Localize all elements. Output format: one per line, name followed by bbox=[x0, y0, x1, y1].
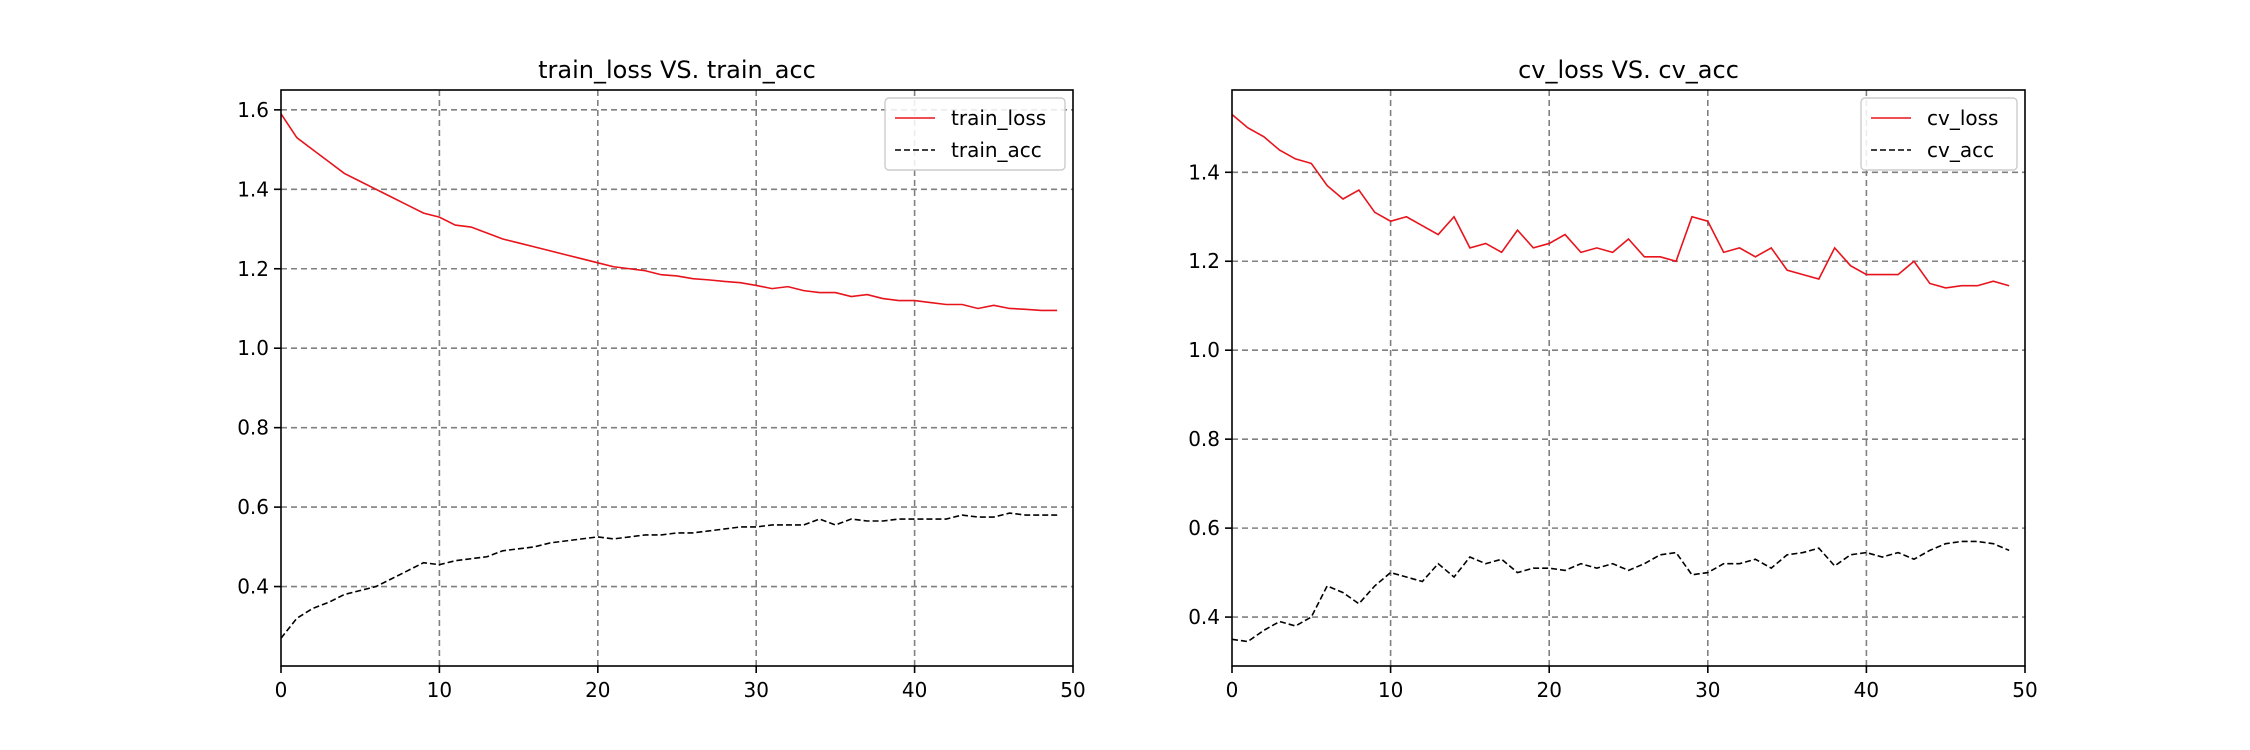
x-tick-label: 40 bbox=[1854, 678, 1879, 702]
legend-label-train-acc: train_acc bbox=[951, 138, 1042, 162]
y-tick-label: 1.4 bbox=[1188, 160, 1220, 184]
y-tick-label: 0.6 bbox=[237, 495, 269, 519]
legend-label-train-loss: train_loss bbox=[951, 106, 1046, 130]
x-tick-label: 20 bbox=[1536, 678, 1561, 702]
series-line-train-acc bbox=[280, 512, 1058, 639]
x-tick-label: 50 bbox=[1060, 678, 1085, 702]
y-tick-label: 0.8 bbox=[1188, 427, 1220, 451]
x-tick-label: 40 bbox=[902, 678, 927, 702]
x-tick-label: 10 bbox=[427, 678, 452, 702]
legend-label-cv-acc: cv_acc bbox=[1927, 138, 1994, 162]
series-line-cv-acc bbox=[1231, 540, 2010, 643]
y-tick-label: 1.4 bbox=[237, 177, 269, 201]
x-tick-label: 0 bbox=[275, 678, 288, 702]
legend-box bbox=[1860, 97, 2018, 171]
legend-box bbox=[884, 97, 1066, 171]
chart-title: cv_loss VS. cv_acc bbox=[1518, 56, 1739, 84]
y-tick-label: 0.6 bbox=[1188, 516, 1220, 540]
y-tick-label: 1.0 bbox=[1188, 338, 1220, 362]
x-tick-label: 0 bbox=[1226, 678, 1239, 702]
y-tick-label: 1.2 bbox=[237, 257, 269, 281]
plot-frame bbox=[280, 89, 1074, 667]
x-tick-label: 20 bbox=[585, 678, 610, 702]
x-tick-label: 10 bbox=[1378, 678, 1403, 702]
series-line-train-loss bbox=[280, 113, 1058, 312]
y-tick-label: 1.6 bbox=[237, 98, 269, 122]
series-line-cv-loss bbox=[1231, 113, 2010, 289]
plot-frame bbox=[1231, 89, 2026, 667]
x-tick-label: 30 bbox=[743, 678, 768, 702]
x-tick-label: 30 bbox=[1695, 678, 1720, 702]
left-chart-panel: 0 10 20 30 40 50 0.4 0.6 0.8 1.0 1.2 1.4 1.6 train_lo… bbox=[237, 56, 1086, 702]
right-chart-panel: 0 10 20 30 40 50 0.4 0.6 0.8 1.0 1.2 1.4 cv_loss VS.… bbox=[1188, 56, 2038, 702]
x-tick-label: 50 bbox=[2012, 678, 2037, 702]
chart-title: train_loss VS. train_acc bbox=[538, 56, 816, 84]
y-tick-label: 0.4 bbox=[1188, 605, 1220, 629]
y-tick-label: 0.4 bbox=[237, 575, 269, 599]
legend-label-cv-loss: cv_loss bbox=[1927, 106, 1998, 130]
y-tick-label: 1.0 bbox=[237, 336, 269, 360]
y-tick-label: 1.2 bbox=[1188, 249, 1220, 273]
y-tick-label: 0.8 bbox=[237, 416, 269, 440]
